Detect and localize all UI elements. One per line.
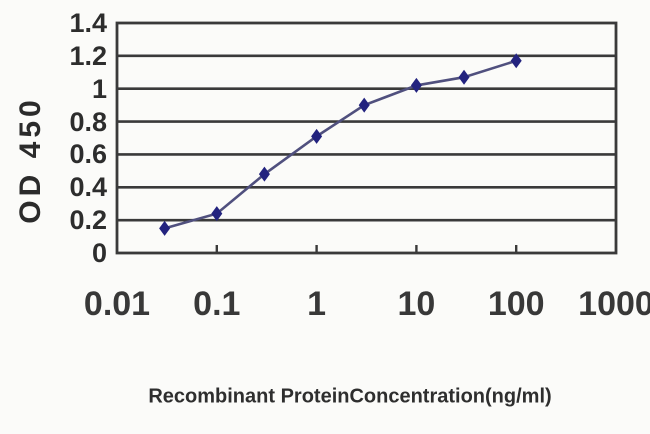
series-line [164, 59, 517, 230]
data-point-marker [159, 220, 171, 236]
y-tick-label: 0.2 [69, 205, 107, 236]
y-tick-label: 0.4 [69, 172, 107, 203]
x-tick-label: 0.01 [83, 285, 151, 323]
plot-border [115, 21, 618, 255]
data-point-marker [410, 77, 422, 93]
x-tick-label: 1 [307, 285, 327, 323]
x-tick-label: 1000 [578, 285, 650, 323]
y-tick-label: 1 [91, 73, 107, 104]
data-point-marker [311, 128, 323, 144]
y-tick-label: 0.6 [69, 139, 107, 170]
y-tick-label: 0.8 [69, 106, 107, 137]
x-tick-label: 100 [487, 285, 545, 323]
x-tick-label: 0.1 [193, 285, 241, 323]
x-axis-title: Recombinant ProteinConcentration(ng/ml) [148, 385, 552, 408]
data-point-marker [358, 97, 370, 113]
data-point-marker [211, 206, 223, 222]
y-tick-label: 0 [91, 238, 107, 268]
data-point-marker [510, 53, 522, 69]
y-tick-label: 1.2 [69, 40, 107, 71]
y-axis-title: OD 450 [14, 96, 47, 224]
y-tick-label: 1.4 [69, 8, 107, 38]
data-point-marker [258, 166, 270, 182]
x-tick-label: 10 [397, 285, 436, 323]
data-point-marker [458, 69, 470, 85]
